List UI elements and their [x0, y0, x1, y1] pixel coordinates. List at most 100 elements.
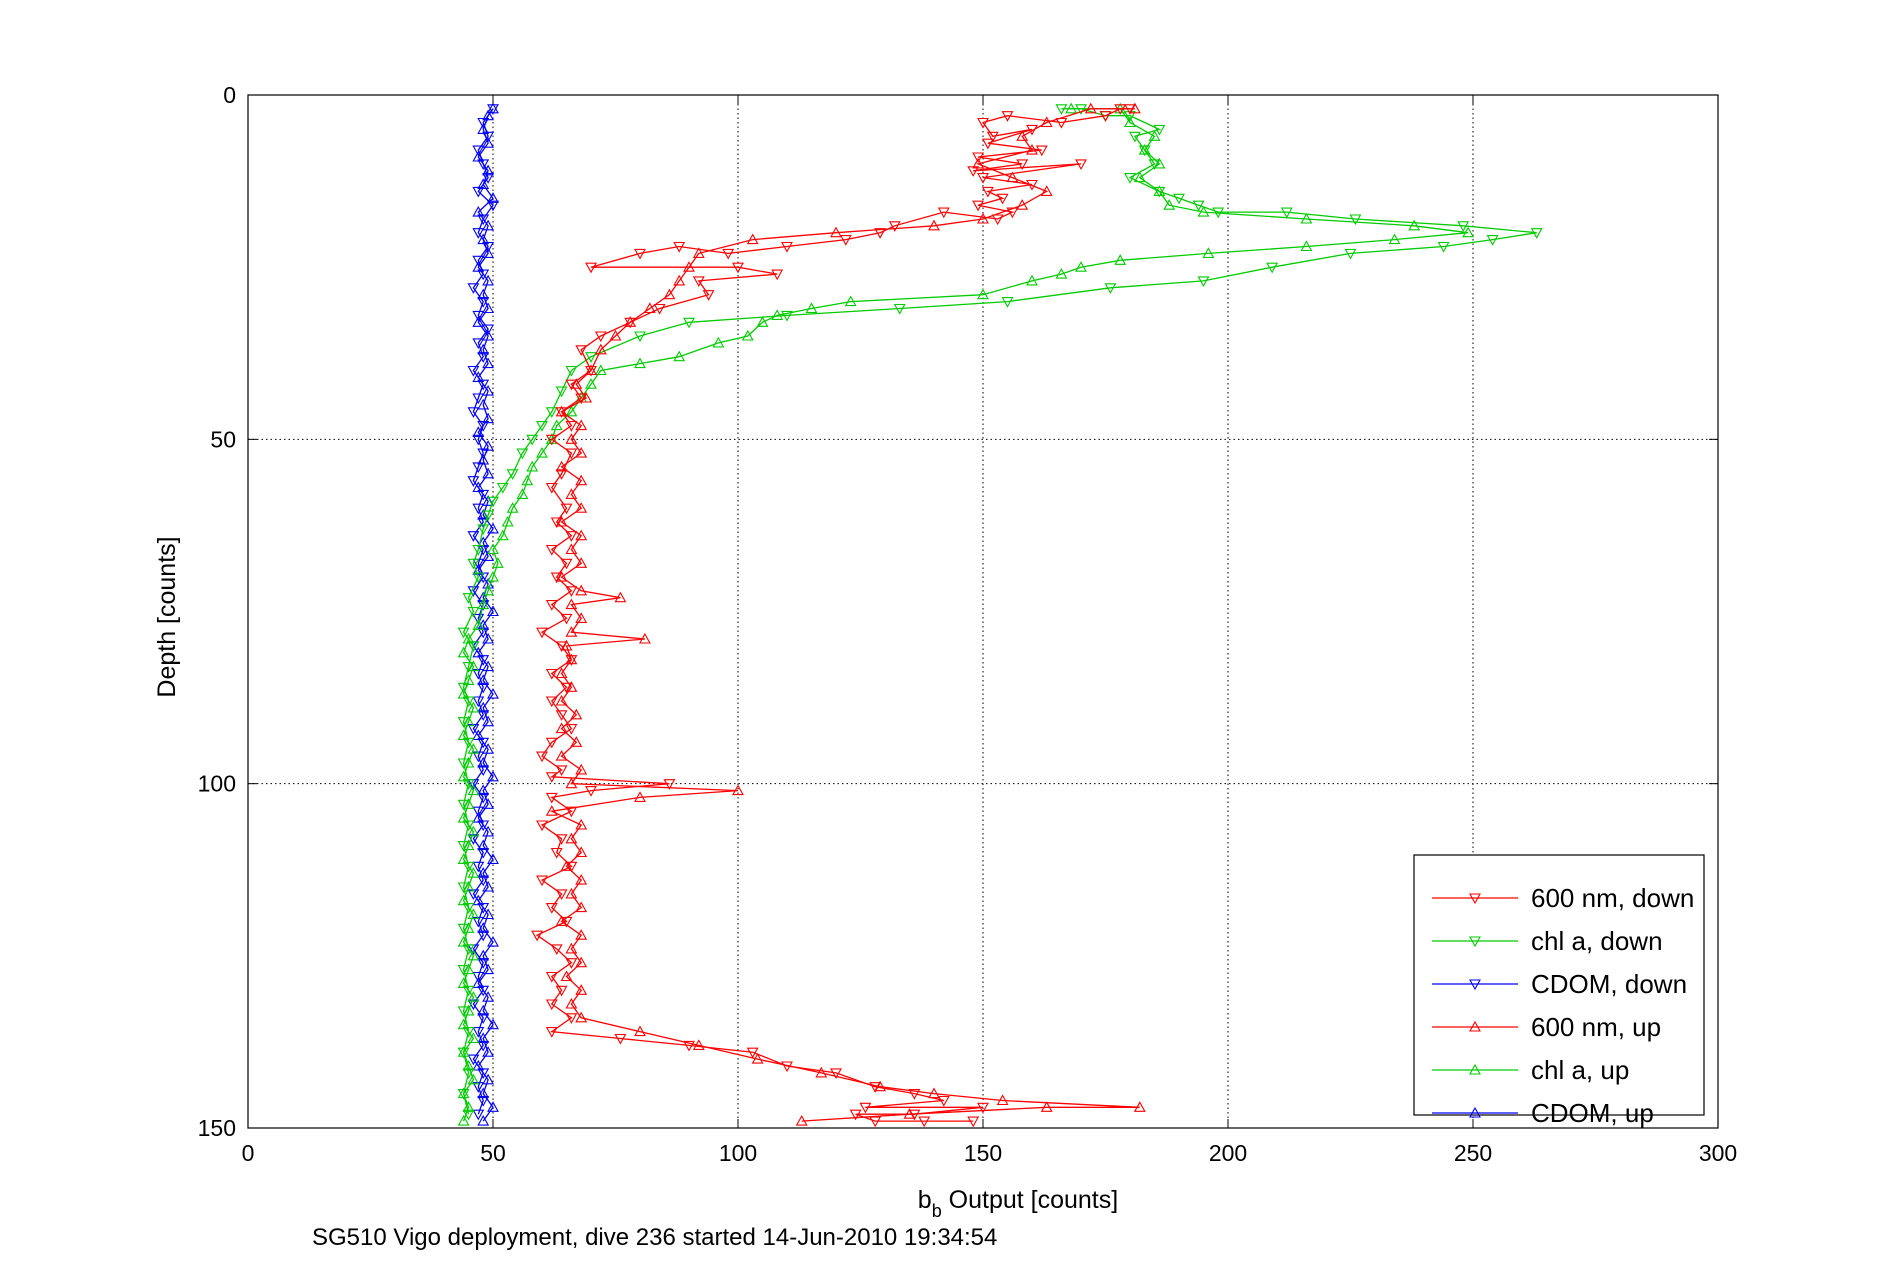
data-point-marker	[1040, 1101, 1053, 1112]
data-point-marker	[496, 482, 509, 494]
data-point-marker	[457, 935, 470, 947]
data-point-marker	[545, 600, 558, 611]
data-point-marker	[585, 786, 597, 797]
data-point-marker	[972, 152, 985, 164]
data-point-marker	[467, 1032, 480, 1044]
data-point-marker	[545, 737, 558, 749]
data-point-marker	[1016, 159, 1029, 171]
legend-label: 600 nm, down	[1531, 883, 1694, 913]
data-point-marker	[981, 186, 994, 198]
data-point-marker	[1153, 124, 1166, 136]
legend-entry: 600 nm, down	[1432, 883, 1694, 913]
data-point-marker	[472, 977, 485, 988]
data-point-marker	[550, 572, 563, 584]
data-point-marker	[462, 1004, 475, 1016]
data-point-marker	[467, 949, 480, 961]
data-point-marker	[614, 591, 627, 603]
data-point-marker	[1266, 262, 1279, 274]
data-point-marker	[472, 371, 485, 382]
caption: SG510 Vigo deployment, dive 236 started …	[312, 1224, 997, 1251]
data-point-marker	[575, 984, 588, 995]
data-point-marker	[565, 777, 578, 789]
data-point-marker	[482, 357, 495, 369]
data-point-marker	[565, 405, 578, 417]
data-point-marker	[477, 701, 490, 713]
data-point-marker	[1104, 283, 1117, 294]
data-point-marker	[1075, 159, 1087, 171]
data-point-marker	[477, 1032, 490, 1044]
data-point-marker	[643, 302, 656, 314]
data-point-marker	[477, 178, 490, 190]
x-tick-label: 300	[1699, 1140, 1737, 1166]
data-point-marker	[634, 331, 646, 343]
data-point-marker	[565, 1013, 578, 1024]
series-chl-a-up	[457, 102, 1475, 1126]
data-point-marker	[482, 329, 495, 341]
data-point-marker	[545, 971, 558, 983]
data-point-marker	[1016, 199, 1029, 210]
data-point-marker	[482, 825, 495, 837]
legend-label: chl a, up	[1531, 1055, 1629, 1085]
data-point-marker	[472, 261, 485, 272]
data-point-marker	[977, 117, 989, 129]
data-point-marker	[937, 1095, 950, 1107]
data-point-marker	[457, 1087, 470, 1099]
data-point-marker	[477, 1004, 490, 1016]
data-point-marker	[462, 798, 475, 809]
data-point-marker	[1148, 130, 1161, 141]
data-point-marker	[565, 379, 578, 391]
data-point-marker	[555, 570, 568, 582]
data-point-marker	[467, 365, 480, 377]
data-point-marker	[1173, 193, 1185, 205]
data-point-marker	[467, 1054, 480, 1066]
data-point-marker	[467, 1073, 480, 1085]
data-point-marker	[477, 922, 490, 933]
legend-swatch-marker	[1469, 1063, 1481, 1075]
data-point-marker	[487, 200, 499, 212]
data-point-marker	[1055, 104, 1068, 115]
data-point-marker	[1006, 171, 1019, 183]
data-point-marker	[751, 1052, 764, 1064]
data-point-marker	[1001, 111, 1014, 122]
data-point-marker	[565, 531, 578, 542]
data-point-marker	[555, 460, 568, 472]
x-tick-label: 50	[480, 1140, 506, 1166]
data-point-marker	[487, 570, 499, 582]
data-point-marker	[555, 386, 568, 398]
data-point-marker	[467, 784, 480, 796]
data-point-marker	[477, 949, 490, 961]
data-point-marker	[830, 1068, 842, 1080]
data-point-marker	[555, 710, 568, 721]
data-point-marker	[991, 214, 1004, 226]
data-point-marker	[467, 531, 480, 542]
legend-swatch-marker	[1469, 1106, 1481, 1118]
data-point-marker	[1138, 143, 1151, 155]
data-point-marker	[487, 1018, 499, 1030]
data-point-marker	[732, 784, 744, 796]
data-point-marker	[781, 241, 793, 253]
data-point-marker	[712, 336, 725, 348]
data-point-marker	[487, 192, 499, 203]
y-tick-label: 0	[223, 82, 236, 108]
data-point-marker	[1300, 240, 1313, 252]
data-point-marker	[536, 820, 548, 832]
data-point-marker	[565, 598, 578, 610]
data-point-marker	[565, 653, 578, 665]
legend-swatch-marker	[1469, 893, 1481, 905]
data-point-marker	[457, 853, 470, 864]
data-point-marker	[462, 756, 475, 768]
series-line	[477, 108, 494, 1122]
data-point-marker	[467, 991, 480, 1002]
data-point-marker	[683, 1040, 695, 1052]
data-point-marker	[575, 584, 588, 596]
data-point-marker	[683, 261, 695, 272]
data-point-marker	[545, 544, 558, 556]
data-point-marker	[472, 255, 485, 267]
data-point-marker	[487, 496, 499, 508]
data-point-marker	[570, 736, 583, 747]
data-point-marker	[457, 627, 470, 639]
data-point-marker	[462, 963, 475, 975]
data-point-marker	[477, 756, 490, 768]
data-point-marker	[482, 798, 495, 809]
